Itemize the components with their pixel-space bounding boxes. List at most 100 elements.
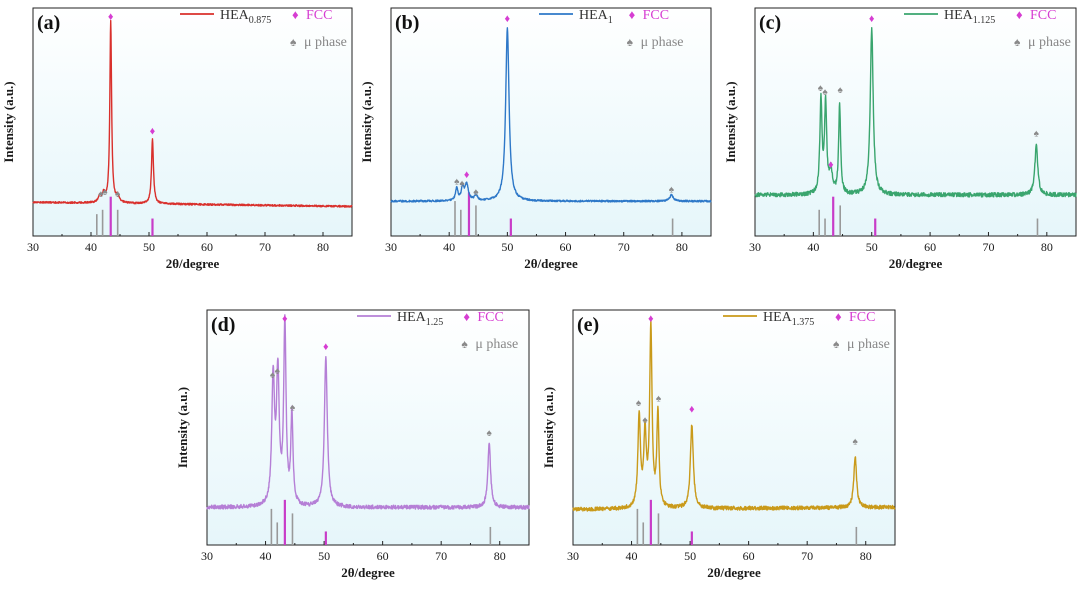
x-tick-label: 70 xyxy=(801,549,813,563)
fcc-peak-marker: ♦ xyxy=(108,11,114,23)
xrd-pattern-line xyxy=(390,27,712,203)
legend-series-name: HEA1.125 xyxy=(944,8,995,26)
x-axis-title: 2θ/degree xyxy=(707,565,761,580)
legend-fcc-icon: ♦ xyxy=(463,309,470,324)
x-tick-label: 50 xyxy=(318,549,330,563)
plot-frame xyxy=(754,7,1077,237)
legend: HEA1.25 ♦ FCC ♠ μ phase xyxy=(357,309,518,352)
x-tick-label: 60 xyxy=(201,240,213,254)
plot-frame xyxy=(390,7,712,237)
xrd-panel-d: 30 40 50 60 70 80 2θ/degree Intensity (a.u.) (d)… xyxy=(175,309,530,580)
fcc-peak-marker: ♦ xyxy=(828,159,834,171)
plot-background xyxy=(391,8,711,236)
x-tick-label: 30 xyxy=(201,549,213,563)
fcc-peak-marker: ♦ xyxy=(505,13,511,25)
legend: HEA0.875 ♦ FCC ♠ μ phase xyxy=(180,7,347,50)
mu-peak-marker: ♠ xyxy=(642,415,648,426)
plot-frame xyxy=(572,309,896,546)
x-tick-label: 70 xyxy=(982,240,994,254)
fcc-peak-marker: ♦ xyxy=(323,341,329,353)
panel-label: (b) xyxy=(395,12,419,34)
fcc-peak-marker: ♦ xyxy=(150,125,156,137)
mu-peak-marker: ♠ xyxy=(290,402,296,413)
legend: HEA1.375 ♦ FCC ♠ μ phase xyxy=(723,309,890,352)
y-axis-title: Intensity (a.u.) xyxy=(175,387,190,468)
plot-frame xyxy=(32,7,353,237)
panel-label: (e) xyxy=(577,314,599,336)
legend-series-name: HEA1.25 xyxy=(397,310,443,328)
x-tick-label: 80 xyxy=(494,549,506,563)
legend: HEA1.125 ♦ FCC ♠ μ phase xyxy=(904,7,1071,50)
legend-fcc-label: FCC xyxy=(306,8,332,23)
mu-peak-marker: ♠ xyxy=(459,178,465,189)
x-tick-label: 80 xyxy=(317,240,329,254)
legend-fcc-icon: ♦ xyxy=(629,7,636,22)
x-axis-title: 2θ/degree xyxy=(166,256,220,271)
x-tick-label: 30 xyxy=(27,240,39,254)
fcc-peak-marker: ♦ xyxy=(464,169,470,181)
x-tick-label: 30 xyxy=(385,240,397,254)
x-tick-label: 40 xyxy=(443,240,455,254)
y-axis-title: Intensity (a.u.) xyxy=(359,81,374,162)
legend-mu-icon: ♠ xyxy=(461,337,468,351)
x-tick-label: 80 xyxy=(860,549,872,563)
mu-peak-marker: ♠ xyxy=(818,83,824,94)
x-tick-label: 50 xyxy=(143,240,155,254)
legend-mu-label: μ phase xyxy=(847,337,890,352)
x-tick-label: 50 xyxy=(501,240,513,254)
legend-series-name: HEA0.875 xyxy=(220,8,271,26)
mu-peak-marker: ♠ xyxy=(669,185,675,196)
legend-fcc-label: FCC xyxy=(849,310,875,325)
legend-fcc-label: FCC xyxy=(1030,8,1056,23)
panel-label: (c) xyxy=(759,12,781,34)
xrd-panel-a: 30 40 50 60 70 80 2θ/degree Intensity (a.u.) (a)… xyxy=(1,7,353,271)
legend-series-name: HEA1.375 xyxy=(763,310,814,328)
mu-peak-marker: ♠ xyxy=(838,85,844,96)
mu-peak-marker: ♠ xyxy=(275,366,281,377)
mu-peak-marker: ♠ xyxy=(1034,129,1040,140)
x-tick-label: 50 xyxy=(684,549,696,563)
x-tick-label: 40 xyxy=(626,549,638,563)
x-tick-label: 80 xyxy=(1041,240,1053,254)
x-tick-label: 60 xyxy=(924,240,936,254)
legend-mu-label: μ phase xyxy=(304,35,347,50)
mu-peak-marker: ♠ xyxy=(115,189,121,200)
x-tick-label: 70 xyxy=(618,240,630,254)
legend-mu-icon: ♠ xyxy=(627,35,634,49)
xrd-panel-b: 30 40 50 60 70 80 2θ/degree Intensity (a.u.) (b)… xyxy=(359,7,712,271)
mu-peak-marker: ♠ xyxy=(853,437,859,448)
legend-mu-icon: ♠ xyxy=(290,35,297,49)
legend-mu-label: μ phase xyxy=(641,35,684,50)
x-tick-label: 70 xyxy=(435,549,447,563)
mu-peak-marker: ♠ xyxy=(656,394,662,405)
x-tick-label: 70 xyxy=(259,240,271,254)
x-tick-label: 30 xyxy=(749,240,761,254)
legend-mu-label: μ phase xyxy=(475,337,518,352)
x-axis-title: 2θ/degree xyxy=(524,256,578,271)
x-tick-label: 50 xyxy=(866,240,878,254)
fcc-peak-marker: ♦ xyxy=(689,403,695,415)
fcc-peak-marker: ♦ xyxy=(869,13,875,25)
x-tick-label: 60 xyxy=(743,549,755,563)
x-tick-label: 40 xyxy=(807,240,819,254)
legend: HEA1 ♦ FCC ♠ μ phase xyxy=(539,7,683,50)
legend-fcc-icon: ♦ xyxy=(292,7,299,22)
legend-fcc-label: FCC xyxy=(477,310,503,325)
mu-peak-marker: ♠ xyxy=(270,370,276,381)
plot-background xyxy=(33,8,352,236)
xrd-pattern-line xyxy=(754,27,1077,198)
x-axis-title: 2θ/degree xyxy=(341,565,395,580)
x-tick-label: 80 xyxy=(676,240,688,254)
xrd-pattern-line xyxy=(572,319,896,512)
legend-fcc-icon: ♦ xyxy=(835,309,842,324)
plot-frame xyxy=(206,309,530,546)
xrd-pattern-line xyxy=(32,19,353,208)
x-tick-label: 40 xyxy=(85,240,97,254)
y-axis-title: Intensity (a.u.) xyxy=(723,81,738,162)
mu-peak-marker: ♠ xyxy=(98,189,104,200)
legend-fcc-icon: ♦ xyxy=(1016,7,1023,22)
panel-label: (d) xyxy=(211,314,235,336)
legend-series-name: HEA1 xyxy=(579,8,613,26)
x-axis-title: 2θ/degree xyxy=(889,256,943,271)
